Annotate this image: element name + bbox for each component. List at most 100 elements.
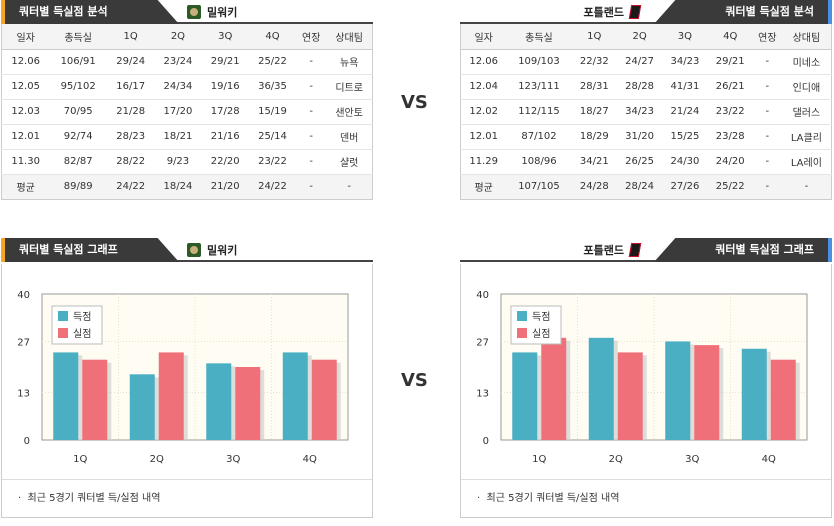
table-header-cell: 1Q: [107, 24, 155, 50]
x-tick-label: 3Q: [226, 454, 240, 465]
x-tick-label: 2Q: [609, 454, 623, 465]
table-cell: -: [752, 49, 782, 75]
x-tick-label: 4Q: [303, 454, 317, 465]
table-cell: 28/23: [107, 124, 155, 150]
average-cell: 107/105: [506, 174, 572, 200]
left-table-header: 쿼터별 득실점 분석 밀워키: [1, 0, 373, 24]
right-graph-header: 포틀랜드 쿼터별 득실점 그래프: [460, 238, 832, 262]
average-cell: -: [296, 174, 327, 200]
allowed-bar: [770, 359, 796, 440]
table-cell: 21/24: [662, 99, 708, 125]
table-cell: 109/103: [506, 49, 572, 75]
y-tick-label: 13: [17, 389, 30, 400]
allowed-bar: [617, 352, 643, 440]
milwaukee-logo-icon: [187, 5, 201, 19]
table-cell: -: [752, 99, 782, 125]
average-cell: 21/20: [201, 174, 249, 200]
table-header-cell: 1Q: [571, 24, 617, 50]
right-graph-panel: 포틀랜드 쿼터별 득실점 그래프: [460, 238, 832, 262]
table-cell: 29/24: [107, 49, 155, 75]
table-header-cell: 총득실: [506, 24, 572, 50]
table-header-cell: 상대팀: [326, 24, 373, 50]
table-header-cell: 일자: [460, 24, 507, 50]
table-cell: LA클리: [781, 124, 832, 150]
average-cell: 24/28: [571, 174, 617, 200]
legend-swatch: [517, 311, 527, 321]
scored-bar: [665, 341, 691, 440]
table-cell: 36/35: [248, 74, 297, 100]
portland-logo-icon: [628, 243, 642, 257]
table-cell: 92/74: [49, 124, 108, 150]
table-header-cell: 3Q: [201, 24, 249, 50]
table-cell: 24/20: [707, 149, 753, 175]
table-row: 11.30 82/87 28/22 9/23 22/20 23/22- 샬럿: [1, 149, 373, 175]
milwaukee-logo-icon: [187, 243, 201, 257]
legend-label: 실점: [73, 328, 91, 340]
average-cell: 25/22: [707, 174, 753, 200]
table-cell: 12.06: [460, 49, 507, 75]
table-cell: 23/24: [154, 49, 202, 75]
scored-bar: [53, 352, 79, 440]
table-row: 12.05 95/102 16/17 24/34 19/16 36/35- 디트로: [1, 74, 373, 100]
table-cell: 9/23: [154, 149, 202, 175]
x-tick-label: 3Q: [685, 454, 699, 465]
average-cell: 28/24: [616, 174, 663, 200]
y-tick-label: 27: [17, 337, 30, 348]
table-cell: 18/21: [154, 124, 202, 150]
right-team-label: 포틀랜드: [583, 6, 624, 19]
table-cell: 31/20: [616, 124, 663, 150]
legend-label: 득점: [532, 311, 550, 323]
table-cell: 22/32: [571, 49, 617, 75]
table-cell: 12.04: [460, 74, 507, 100]
right-footnote: · 최근 5경기 쿼터별 득/실점 내역: [461, 479, 831, 517]
table-cell: 70/95: [49, 99, 108, 125]
table-cell: 34/21: [571, 149, 617, 175]
table-cell: 25/22: [248, 49, 297, 75]
table-cell: 12.02: [460, 99, 507, 125]
table-header-cell: 3Q: [662, 24, 708, 50]
legend-swatch: [517, 328, 527, 338]
table-cell: -: [296, 74, 327, 100]
table-cell: -: [296, 124, 327, 150]
right-footnote-text: 최근 5경기 쿼터별 득/실점 내역: [486, 493, 620, 504]
y-tick-label: 0: [483, 436, 489, 447]
table-cell: 21/28: [107, 99, 155, 125]
table-cell: 106/91: [49, 49, 108, 75]
table-header-cell: 총득실: [49, 24, 108, 50]
y-tick-label: 0: [24, 436, 30, 447]
left-graph-team-label: 밀워키: [207, 244, 238, 257]
table-cell: 23/22: [248, 149, 297, 175]
table-cell: 28/28: [616, 74, 663, 100]
table-row: 12.06 109/103 22/32 24/27 34/23 29/21- 미네소: [460, 49, 832, 75]
table-cell: 15/25: [662, 124, 708, 150]
table-row: 12.01 92/74 28/23 18/21 21/16 25/14- 덴버: [1, 124, 373, 150]
table-header-cell: 일자: [1, 24, 50, 50]
right-graph-team: 포틀랜드: [584, 242, 642, 258]
table-cell: 29/21: [201, 49, 249, 75]
scored-bar: [129, 374, 155, 440]
table-cell: 11.29: [460, 149, 507, 175]
table-cell: 샬럿: [326, 149, 373, 175]
table-cell: 29/21: [707, 49, 753, 75]
allowed-bar: [694, 345, 720, 440]
table-header-cell: 연장: [752, 24, 782, 50]
left-team-label: 밀워키: [207, 6, 238, 19]
table-cell: 34/23: [662, 49, 708, 75]
table-row: 12.02 112/115 18/27 34/23 21/24 23/22- 댈러스: [460, 99, 832, 125]
legend-swatch: [58, 328, 68, 338]
right-table-panel: 포틀랜드 쿼터별 득실점 분석 일자 총득실 1Q 2Q 3Q 4Q 연장 상대팀 12.06…: [460, 0, 832, 200]
average-row: 평균 89/89 24/22 18/24 21/20 24/22- -: [1, 174, 373, 200]
table-cell: 87/102: [506, 124, 572, 150]
allowed-bar: [82, 359, 108, 440]
vs-label-top: VS: [401, 92, 428, 113]
table-cell: 인디애: [781, 74, 832, 100]
scored-bar: [741, 348, 767, 440]
table-cell: 41/31: [662, 74, 708, 100]
table-cell: 덴버: [326, 124, 373, 150]
left-table-panel: 쿼터별 득실점 분석 밀워키 일자 총득실 1Q 2Q 3Q 4Q 연장 상대팀 12.06 1…: [1, 0, 373, 200]
right-chart-box: 0 13 27 40 1Q 2Q 3Q 4Q 득점 실점 · 최근 5경기 쿼터별 득/실점 내역: [460, 264, 832, 518]
table-cell: 12.01: [1, 124, 50, 150]
table-row: 12.06 106/91 29/24 23/24 29/21 25/22- 뉴욕: [1, 49, 373, 75]
